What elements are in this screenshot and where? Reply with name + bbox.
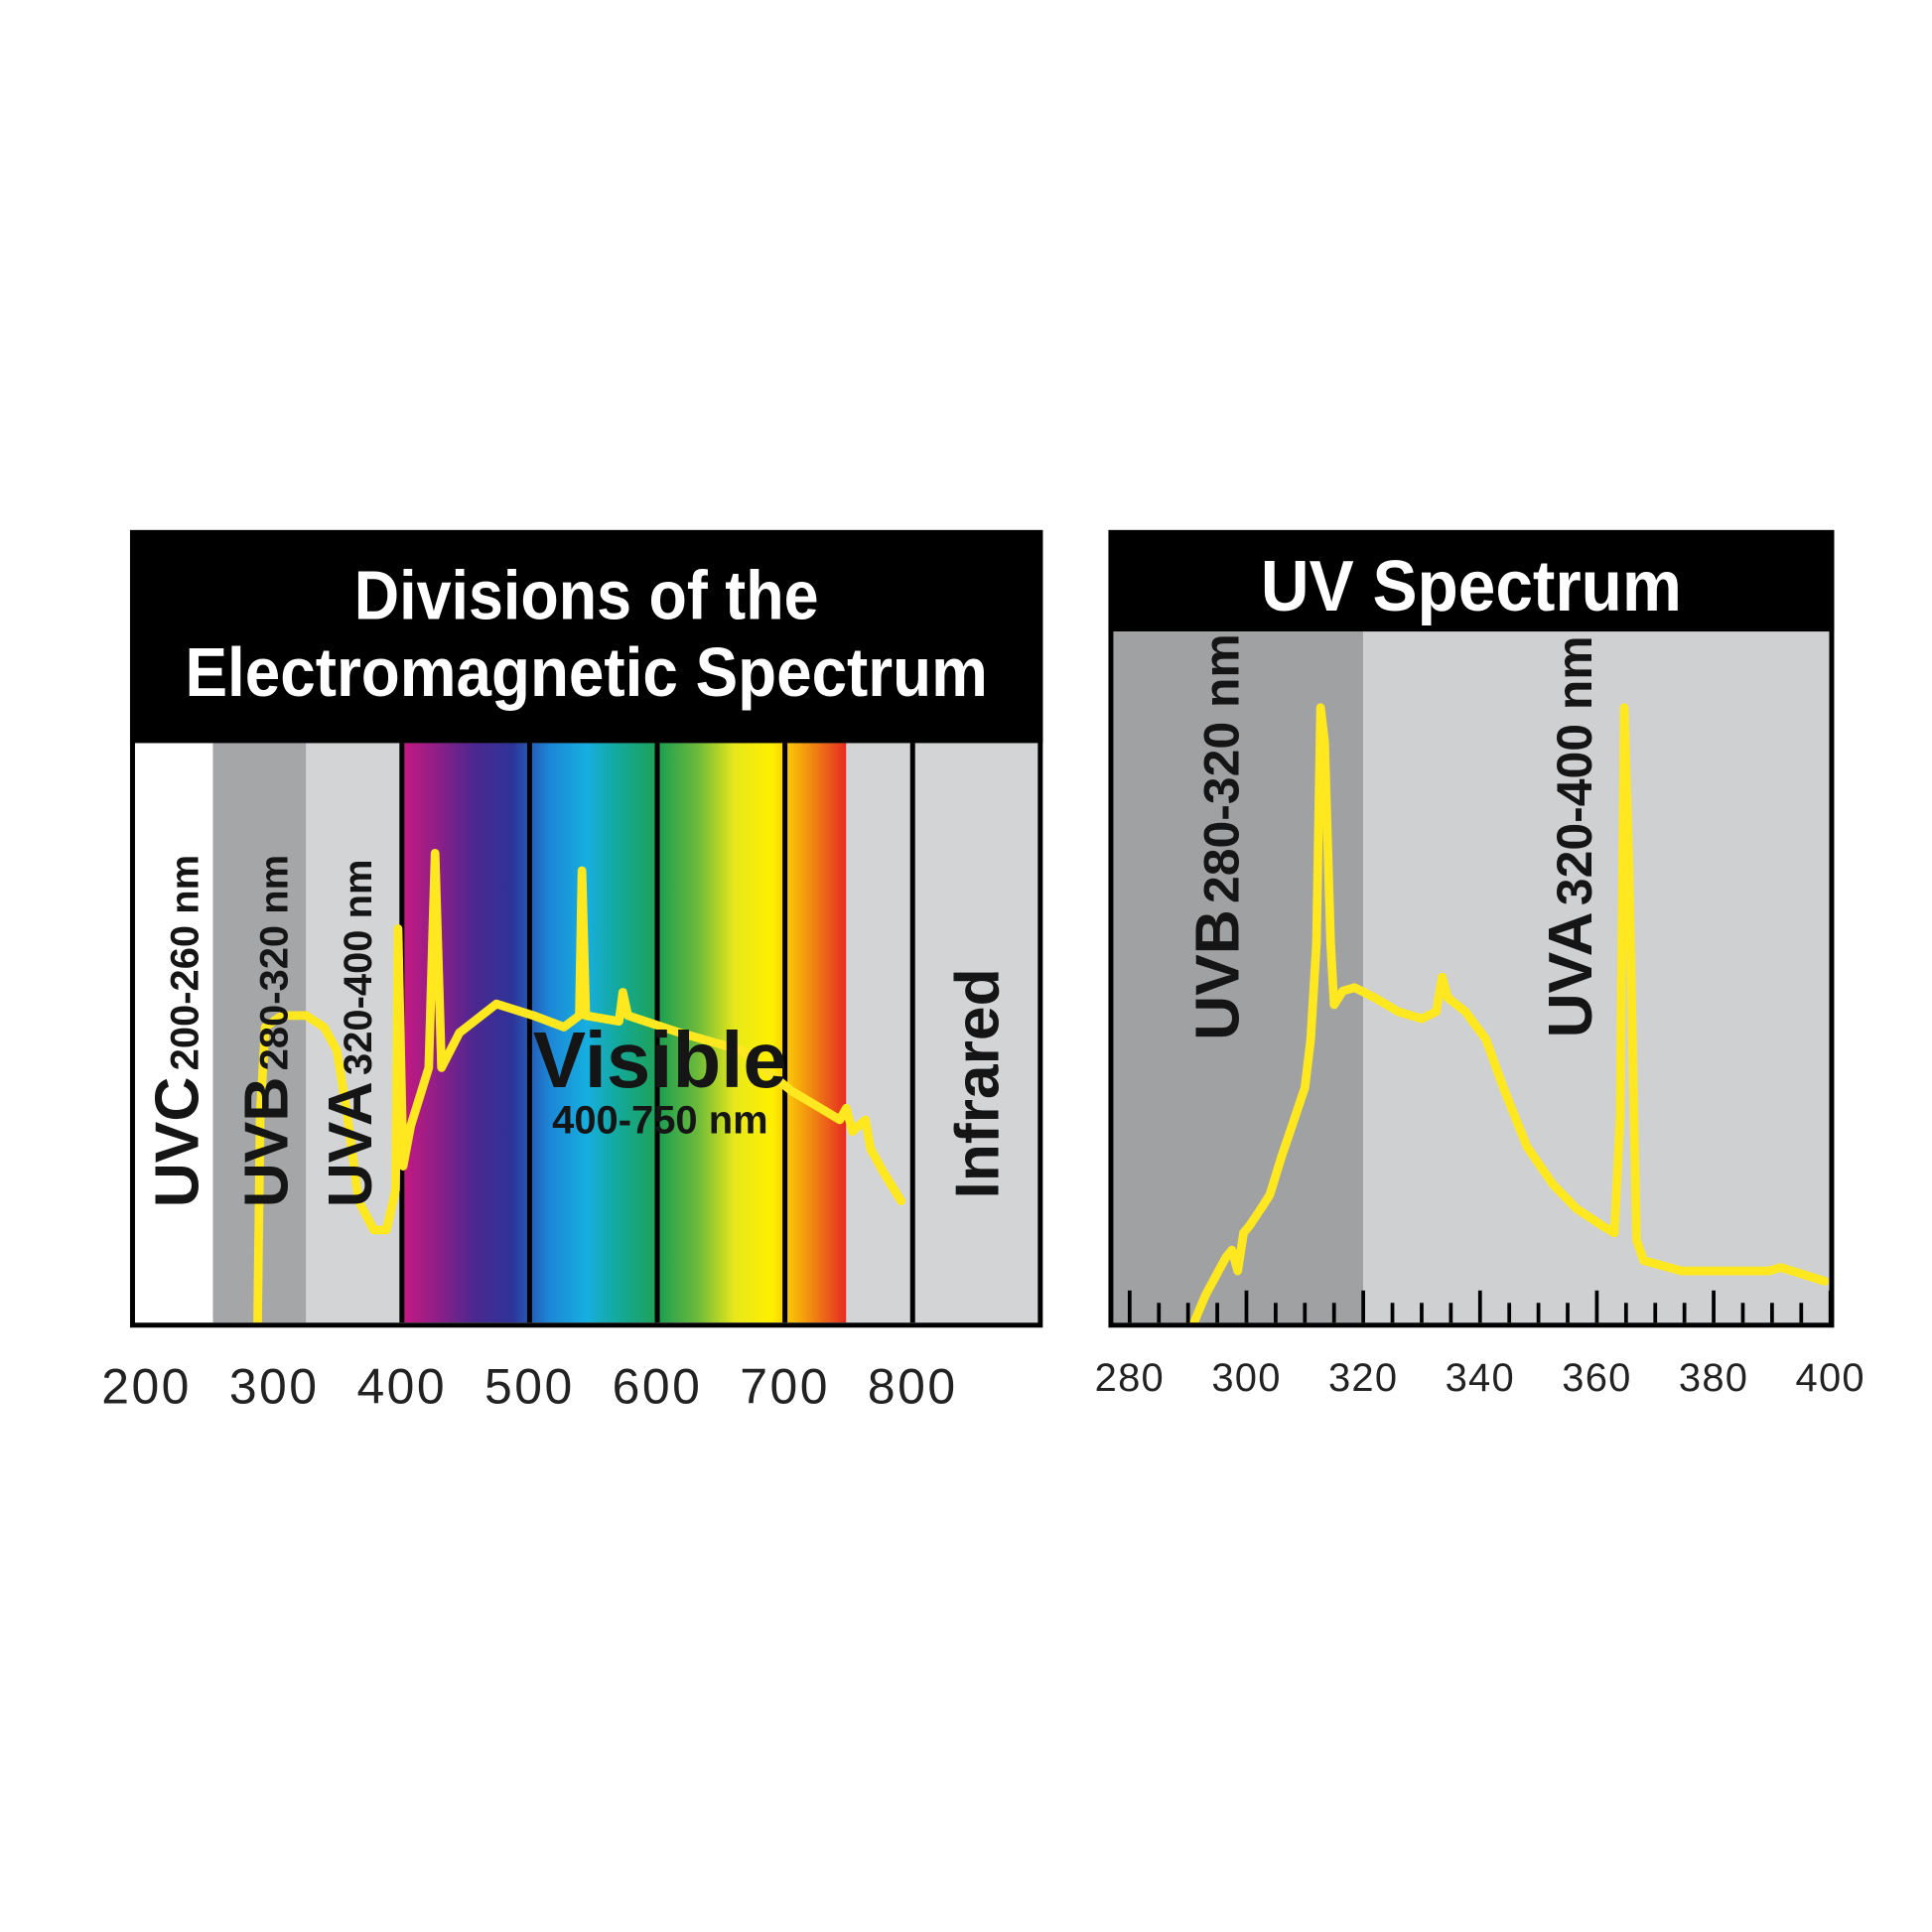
band-label: UVB <box>232 1077 301 1208</box>
band <box>910 743 1040 1323</box>
band-label-group: UVA 320-400 nm <box>317 860 385 1208</box>
x-tick-label: 380 <box>1679 1356 1748 1400</box>
x-tick-label: 400 <box>1796 1356 1865 1400</box>
band-label: Infrared <box>943 968 1012 1198</box>
band-range: 200-260 nm <box>164 855 207 1070</box>
band-range: 320-400 nm <box>337 860 380 1075</box>
x-tick-label: 320 <box>1328 1356 1398 1400</box>
band-label: Visible <box>533 1016 787 1104</box>
x-tick-label: 300 <box>229 1358 320 1414</box>
header <box>129 529 1043 744</box>
spectrum-line <box>1189 703 1830 1323</box>
x-tick-label: 700 <box>740 1358 830 1414</box>
band-label-group: Infrared <box>943 968 1012 1198</box>
x-tick-label: 200 <box>101 1358 192 1414</box>
band-label: UVA <box>1537 911 1605 1037</box>
band <box>133 743 213 1323</box>
x-tick-label: 280 <box>1095 1356 1165 1400</box>
x-tick-label: 400 <box>356 1358 447 1414</box>
band-range: 400-750 nm <box>552 1098 767 1142</box>
band-range: 320-400 nm <box>1547 635 1602 905</box>
header <box>1108 529 1835 632</box>
frame <box>129 529 1043 1328</box>
chart-title: Divisions of the <box>354 557 819 634</box>
band-range: 280-320 nm <box>252 855 296 1070</box>
band <box>846 743 911 1323</box>
band-label: UVC <box>144 1077 212 1208</box>
band-label: UVB <box>1183 909 1252 1040</box>
chart-title: Electromagnetic Spectrum <box>185 633 987 711</box>
x-tick-label: 360 <box>1562 1356 1631 1400</box>
x-tick-label: 500 <box>484 1358 575 1414</box>
band-label-group: UVB 280-320 nm <box>232 855 301 1207</box>
x-tick-label: 300 <box>1211 1356 1281 1400</box>
spectrum-line <box>253 848 906 1323</box>
band <box>400 743 847 1323</box>
chart: UV Spectrum UVB 280-320 nm UVA 320-400 nm 280… <box>1095 529 1865 1400</box>
chart-title: UV Spectrum <box>1261 547 1682 626</box>
x-tick-label: 340 <box>1446 1356 1515 1400</box>
band-label-group: UVA 320-400 nm <box>1537 635 1605 1037</box>
x-tick-label: 800 <box>868 1358 958 1414</box>
frame <box>1108 529 1835 1328</box>
band-label-group: UVB 280-320 nm <box>1183 633 1252 1040</box>
plot-area <box>1112 631 1831 1323</box>
x-tick-label: 600 <box>613 1358 703 1414</box>
band-label: UVA <box>317 1081 385 1207</box>
band-label-group: UVC 200-260 nm <box>144 855 212 1207</box>
plot-area <box>133 743 1040 1323</box>
band-range: 280-320 nm <box>1193 633 1249 903</box>
